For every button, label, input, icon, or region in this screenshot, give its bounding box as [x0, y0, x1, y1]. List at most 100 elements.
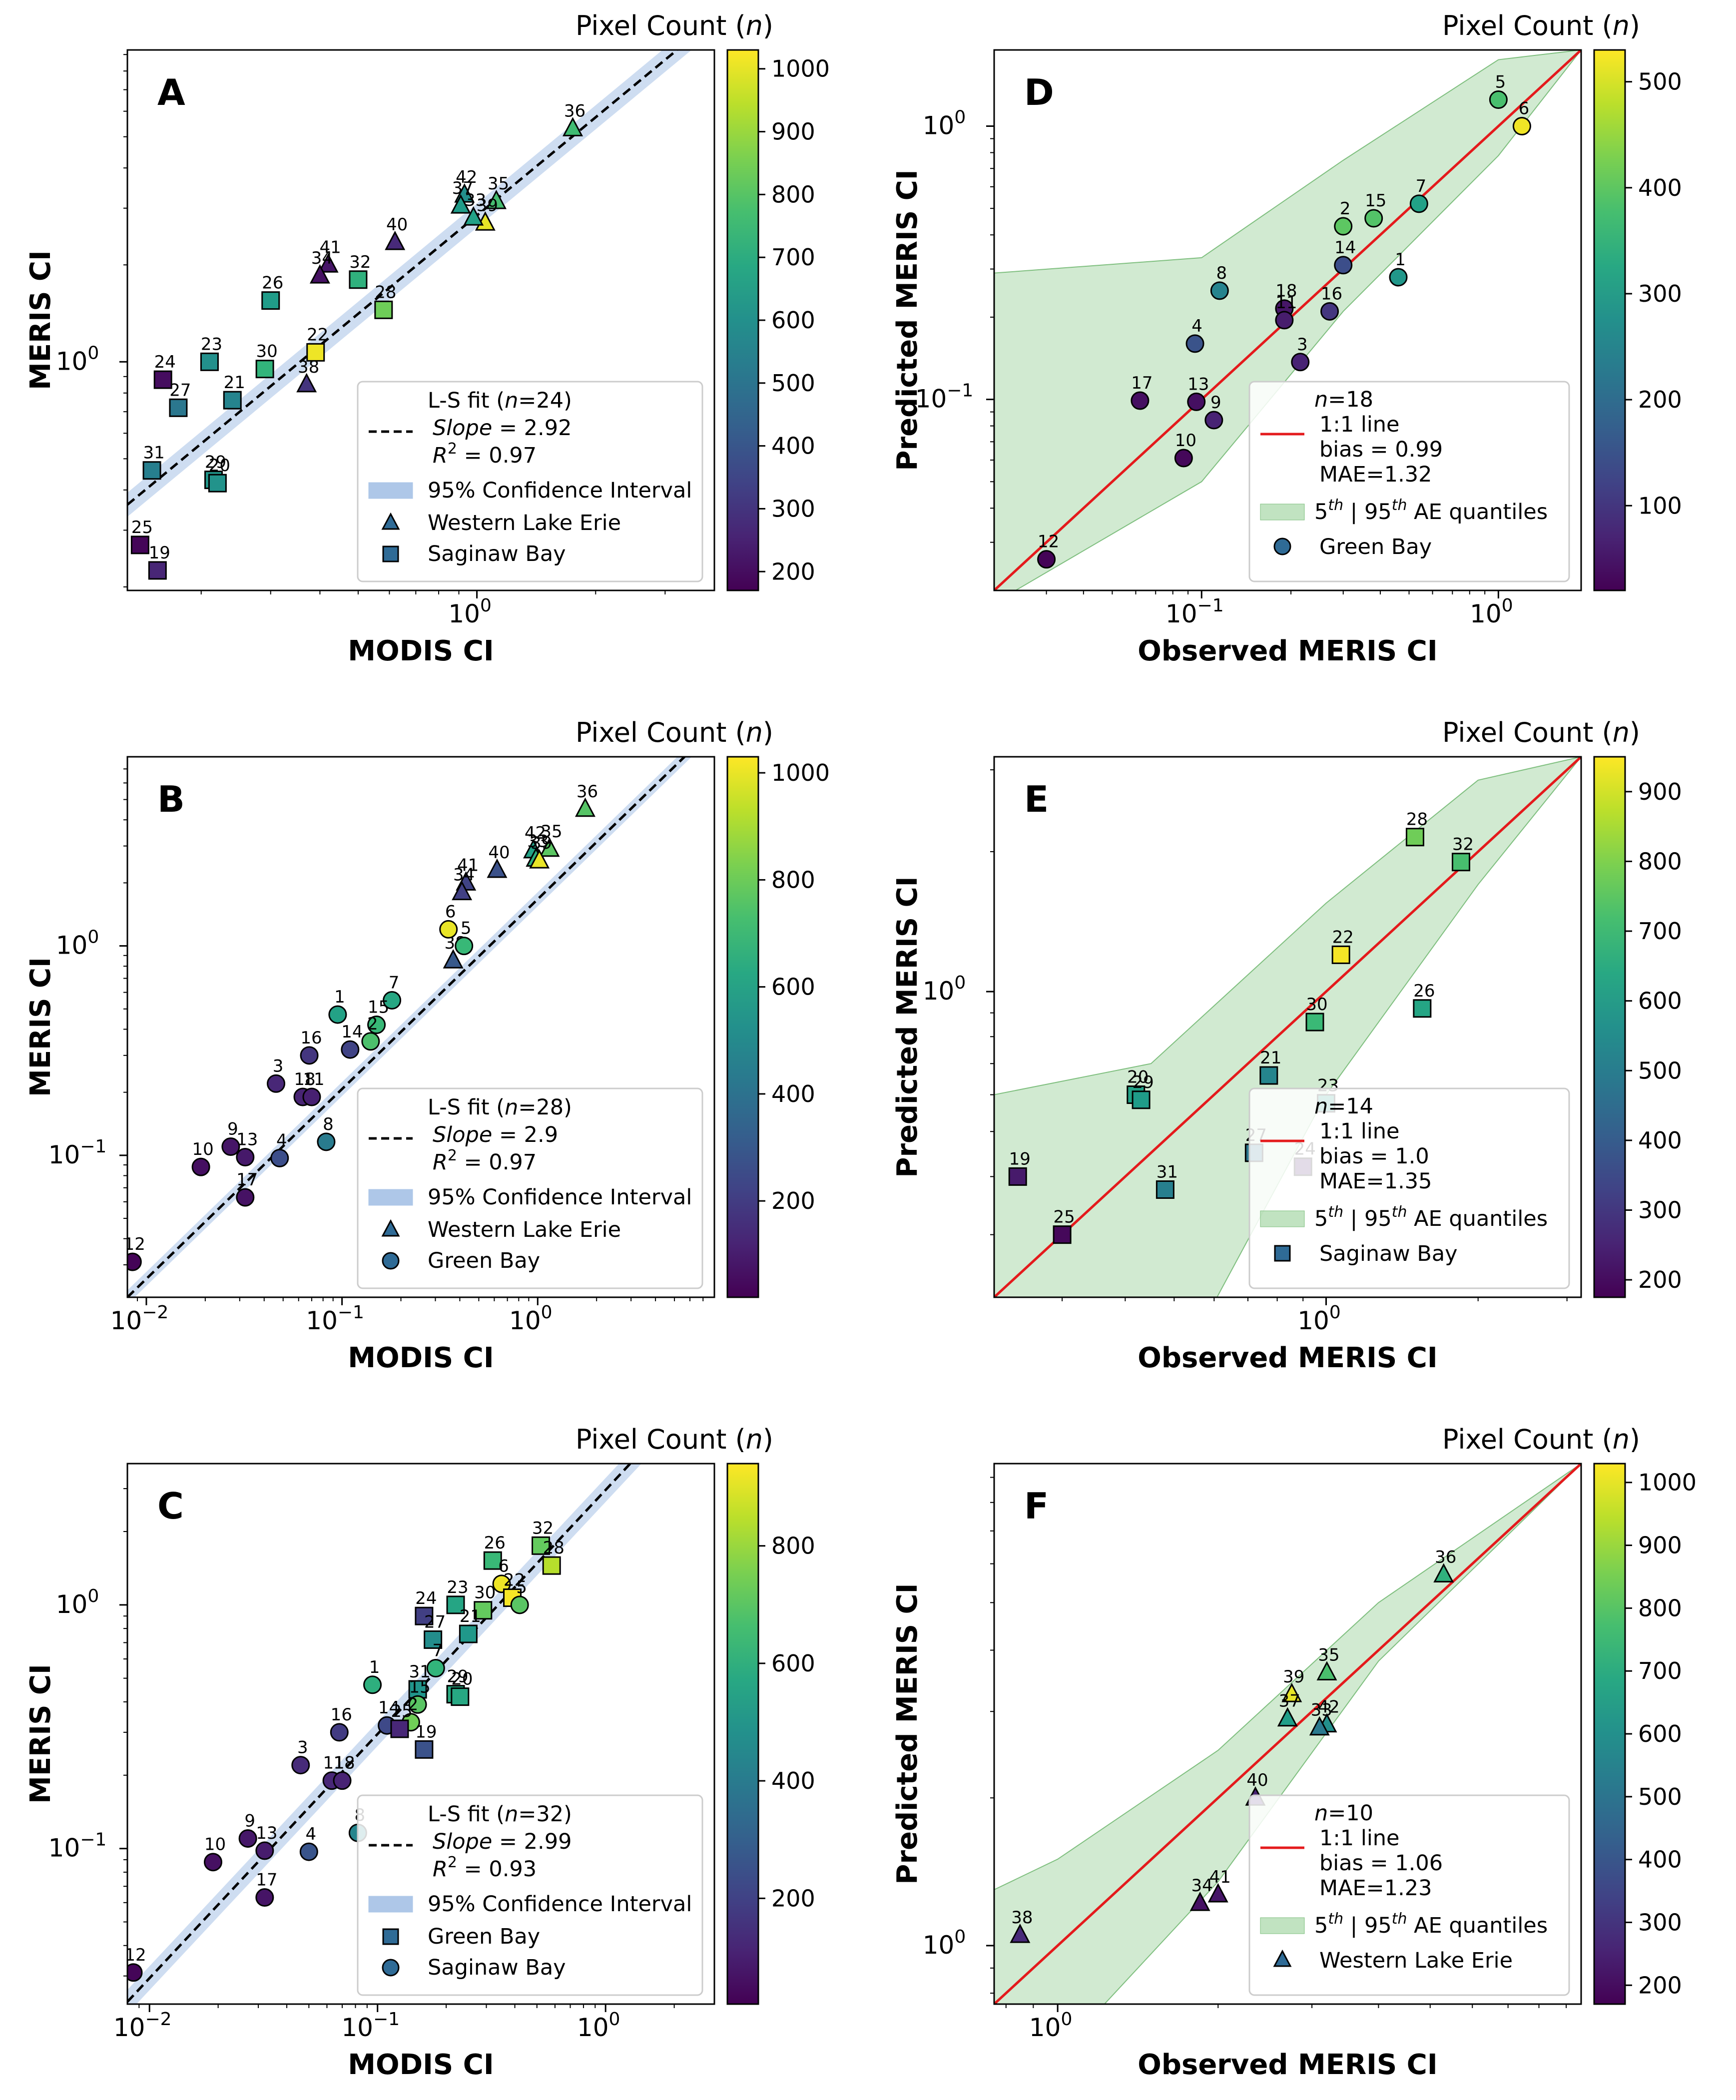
axes-frame: [993, 756, 1582, 1298]
colorbar: 200 300 400 500 600 700 800 900 1000 Pixel Count …: [1442, 1424, 1697, 2005]
point-28: [542, 1556, 561, 1575]
point-label-25: 25: [131, 518, 153, 537]
point-label-7: 7: [1416, 176, 1427, 196]
point-5: [1489, 90, 1508, 109]
legend-marker: [381, 512, 400, 530]
axes-frame: [126, 49, 715, 591]
point-41: [1207, 1883, 1228, 1903]
point-label-7: 7: [432, 1640, 443, 1660]
point-32: [1452, 853, 1471, 872]
point-label-14: 14: [341, 1022, 363, 1042]
point-26: [1413, 999, 1432, 1018]
point-16: [1320, 302, 1339, 321]
point-label-35: 35: [1318, 1645, 1339, 1665]
point-label-26: 26: [262, 273, 283, 293]
x-tick-label: 10−1: [306, 1302, 364, 1335]
point-label-18: 18: [1275, 281, 1297, 301]
y-tick-label: 100: [56, 1586, 99, 1619]
point-label-2: 2: [408, 1695, 419, 1715]
point-label-21: 21: [224, 373, 245, 393]
point-label-18: 18: [294, 1069, 315, 1089]
colorbar-gradient: [1593, 49, 1626, 591]
point-10: [191, 1157, 210, 1176]
legend-fit-title: L-S fit (n=24): [428, 388, 572, 413]
point-39: [1281, 1682, 1302, 1702]
point-3: [267, 1074, 286, 1093]
point-27: [169, 398, 188, 417]
point-label-40: 40: [1246, 1770, 1268, 1790]
point-36: [1433, 1563, 1454, 1582]
point-label-31: 31: [143, 443, 164, 463]
one-to-one-line: [994, 757, 1581, 1297]
y-tick-label: 100: [56, 927, 99, 960]
colorbar-tick-label: 900: [771, 118, 815, 145]
colorbar-tick-label: 400: [771, 433, 815, 460]
point-1: [1389, 268, 1408, 287]
colorbar: 200 400 600 800 1000 Pixel Count (n): [576, 717, 830, 1298]
point-28: [1405, 828, 1424, 847]
point-label-35: 35: [541, 822, 562, 842]
point-label-17: 17: [256, 1870, 277, 1890]
point-32: [349, 270, 368, 289]
point-label-16: 16: [331, 1705, 352, 1725]
point-7: [1409, 194, 1428, 213]
y-axis-label: Predicted MERIS CI: [891, 876, 924, 1177]
colorbar-gradient: [726, 49, 759, 591]
point-label-17: 17: [1131, 373, 1153, 393]
point-label-15: 15: [1365, 191, 1386, 211]
point-label-11: 11: [323, 1753, 344, 1773]
point-27: [424, 1630, 443, 1649]
point-26: [483, 1551, 502, 1570]
colorbar-tick-label: 1000: [771, 55, 830, 82]
point-label-5: 5: [516, 1577, 527, 1597]
panel-letter: D: [1024, 71, 1054, 113]
colorbar-tick-label: 300: [1638, 1196, 1682, 1223]
point-2: [361, 1032, 380, 1051]
point-label-20: 20: [209, 456, 230, 476]
colorbar-gradient: [726, 756, 759, 1298]
point-9: [1204, 411, 1223, 430]
point-30: [255, 360, 274, 379]
point-label-27: 27: [169, 380, 191, 400]
legend-site-label: Green Bay: [428, 1248, 540, 1273]
colorbar-gradient: [1593, 1463, 1626, 2005]
point-label-31: 31: [409, 1662, 430, 1682]
legend-box: [1248, 1087, 1570, 1289]
point-5: [510, 1595, 529, 1614]
y-axis-label: MERIS CI: [24, 250, 57, 390]
point-36: [563, 117, 583, 136]
point-34: [452, 881, 473, 901]
point-30: [1305, 1013, 1324, 1032]
point-30: [474, 1601, 493, 1620]
x-tick-label: 100: [1029, 2009, 1073, 2042]
point-label-33: 33: [465, 190, 486, 210]
legend-marker: [1274, 1245, 1291, 1262]
legend-site-label: Western Lake Erie: [1319, 1948, 1513, 1973]
point-label-14: 14: [378, 1698, 400, 1718]
point-20: [451, 1687, 470, 1706]
colorbar-tick-label: 200: [771, 558, 815, 585]
point-17: [255, 1888, 274, 1907]
panel-E: 2832223026212320292724193125100100Observ…: [891, 717, 1682, 1374]
y-axis-label: Predicted MERIS CI: [891, 169, 924, 471]
legend-mae: MAE=1.23: [1319, 1876, 1432, 1901]
colorbar-tick-label: 1000: [771, 759, 830, 786]
legend-band-swatch: [1260, 1917, 1305, 1934]
legend-marker: [382, 1959, 400, 1977]
point-12: [127, 1252, 142, 1271]
point-2: [1334, 217, 1353, 236]
one-to-one-line: [994, 1464, 1581, 2004]
point-label-6: 6: [498, 1557, 509, 1576]
point-label-16: 16: [1321, 284, 1342, 304]
colorbar-tick-label: 900: [1638, 1532, 1682, 1559]
panel-letter: B: [157, 778, 185, 820]
point-37: [1277, 1707, 1298, 1727]
point-label-33: 33: [527, 832, 549, 852]
point-33: [1309, 1716, 1330, 1736]
y-tick-label: 100: [56, 343, 99, 376]
legend: L-S fit (n=28)Slope = 2.9R2 = 0.97 95% Co…: [357, 1087, 703, 1289]
point-label-22: 22: [307, 325, 328, 345]
